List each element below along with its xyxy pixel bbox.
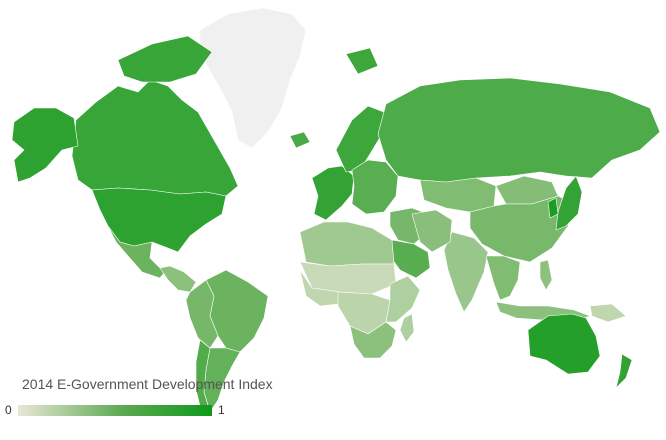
region-central-asia[interactable] (419, 177, 497, 213)
region-iran[interactable] (411, 209, 453, 253)
region-arctic-canada-islands[interactable] (117, 35, 213, 83)
region-western-europe[interactable] (311, 165, 355, 221)
region-iceland[interactable] (289, 131, 311, 149)
region-united-states[interactable] (91, 187, 227, 253)
legend-color-scale (18, 405, 212, 416)
region-korea[interactable] (547, 197, 559, 219)
legend-max-label: 1 (218, 403, 225, 417)
region-new-zealand[interactable] (615, 353, 633, 389)
region-southern-africa[interactable] (349, 321, 397, 359)
region-japan[interactable] (555, 175, 583, 231)
region-madagascar[interactable] (399, 313, 415, 343)
region-india[interactable] (443, 231, 489, 313)
legend-title: 2014 E-Government Development Index (22, 376, 273, 392)
legend-min-label: 0 (5, 403, 12, 417)
region-australia[interactable] (527, 313, 601, 375)
region-andean-countries[interactable] (185, 279, 219, 349)
region-svalbard[interactable] (345, 47, 379, 75)
region-papua-new-guinea[interactable] (589, 303, 627, 323)
region-china[interactable] (469, 195, 575, 263)
region-north-africa[interactable] (299, 221, 395, 267)
region-russia[interactable] (377, 77, 661, 183)
region-greenland[interactable] (199, 7, 307, 149)
region-central-america[interactable] (159, 265, 197, 293)
region-canada[interactable] (71, 79, 239, 197)
region-eastern-europe[interactable] (351, 159, 399, 215)
region-southeast-asia[interactable] (485, 255, 521, 301)
region-east-africa[interactable] (385, 275, 421, 323)
region-philippines[interactable] (539, 259, 553, 291)
region-alaska[interactable] (11, 107, 79, 183)
